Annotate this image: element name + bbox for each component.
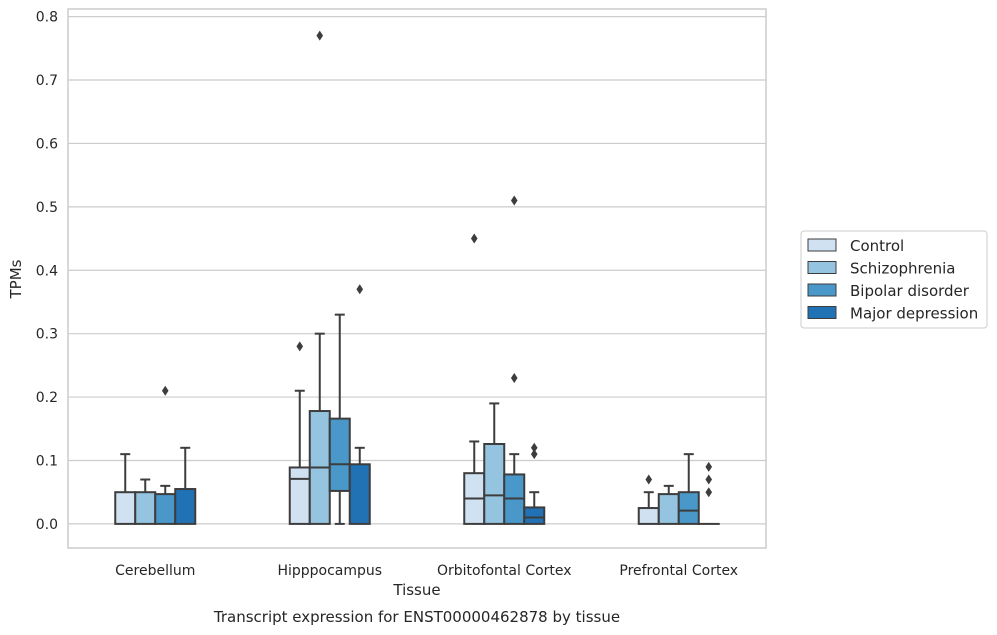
box-1-0 [288,341,311,525]
outlier-point [296,341,304,352]
box-body [114,491,137,525]
outlier-point [356,284,364,295]
x-tick-label: Hipppocampus [277,563,382,579]
y-tick-label: 0.7 [36,73,58,89]
x-axis-label: Tissue [392,581,440,599]
legend-label: Schizophrenia [850,260,955,278]
box-3-3 [697,461,720,525]
box-body [328,417,351,492]
outlier-point [705,474,713,485]
legend-swatch [807,261,837,274]
legend-frame [800,230,988,329]
box-1-3 [348,284,371,525]
x-tick-label: Cerebellum [115,563,195,579]
x-tick-labels: Cerebellum Hipppocampus Orbitofontal Corte… [115,563,738,579]
y-tick-label: 0.3 [36,327,58,343]
box-body [637,507,660,525]
outlier-point [161,385,169,396]
box-0-3 [174,446,197,525]
box-body [657,493,680,525]
box-groups [114,30,720,525]
box-body [154,493,177,525]
x-tick-label: Prefrontal Cortex [619,563,738,579]
box-3-2 [677,453,700,525]
box-body [677,491,700,525]
y-tick-label: 0.0 [36,517,58,533]
legend-swatch [807,283,837,297]
y-tick-label: 0.8 [36,10,58,26]
box-1-2 [328,313,351,525]
legend-label: Bipolar disorder [850,282,970,300]
box-0-0 [114,453,137,525]
chart-title: Transcript expression for ENST0000046287… [213,608,620,626]
legend-swatch [807,238,837,252]
outlier-point [530,449,538,460]
legend: Control Schizophrenia Bipolar disorder Majo… [800,230,988,329]
outlier-point [530,442,538,453]
box-body [483,443,506,525]
box-body [348,463,371,525]
y-tick-label: 0.1 [36,453,58,469]
outlier-point [705,487,713,498]
outlier-point [510,373,518,384]
y-tick-label: 0.2 [36,390,58,406]
outlier-point [645,474,653,485]
y-tick-label: 0.6 [36,136,58,152]
y-axis-label: TPMs [7,259,25,299]
box-body [134,491,157,525]
outlier-point [470,233,478,244]
box-body [174,488,197,525]
outlier-point [510,195,518,206]
box-body [288,466,311,525]
outlier-point [705,461,713,472]
legend-label: Control [850,237,904,255]
y-tick-label: 0.4 [36,263,58,279]
box-body [523,506,546,525]
outlier-point [316,30,324,41]
box-0-1 [134,478,157,525]
legend-swatch [807,306,837,319]
plot-frame [67,8,767,549]
x-tick-label: Orbitofontal Cortex [437,563,572,579]
box-2-2 [503,195,526,525]
y-tick-label: 0.5 [36,200,58,216]
box-2-3 [523,442,546,525]
legend-label: Major depression [850,305,978,323]
y-tick-labels: 0.0 0.1 0.2 0.3 0.4 0.5 0.6 0.7 0.8 [36,10,58,533]
